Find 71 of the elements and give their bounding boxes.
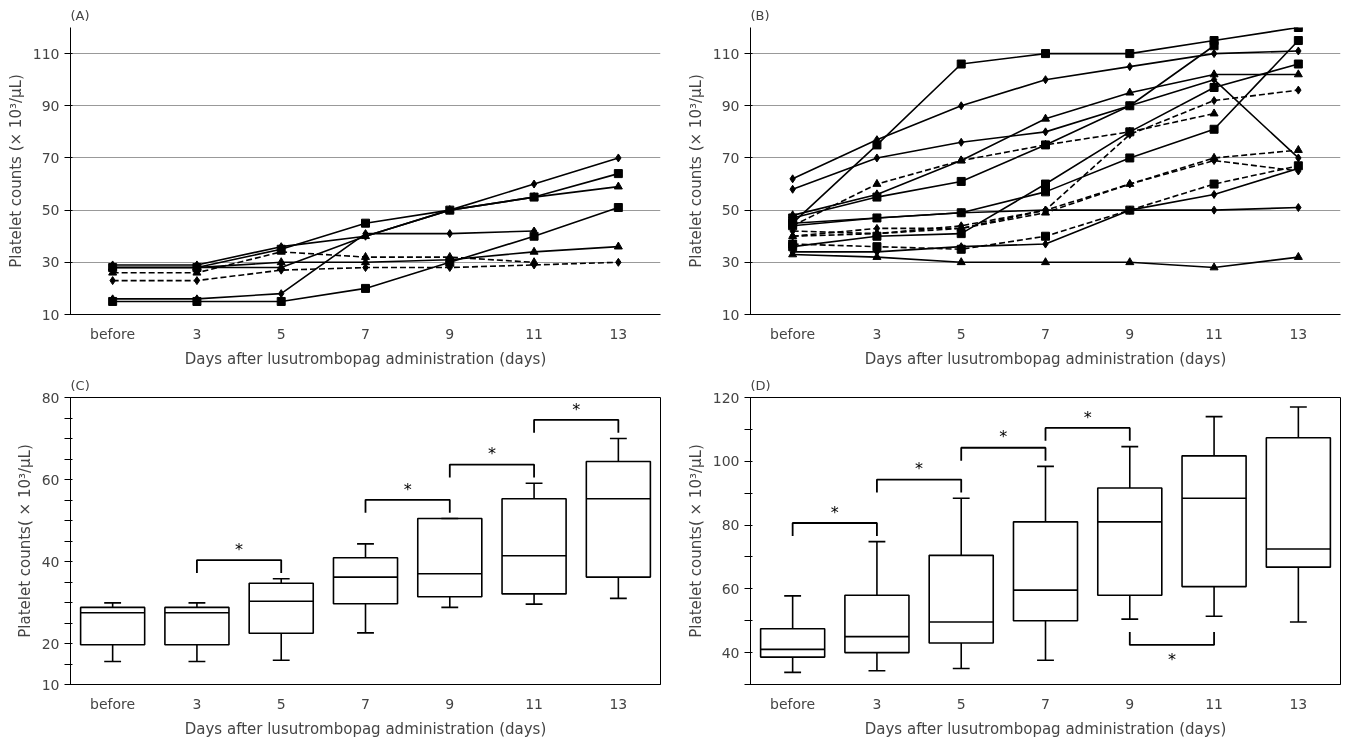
y-tick-label: 70: [41, 149, 60, 166]
x-tick-label: 9: [1125, 325, 1135, 342]
y-tick-label: 30: [721, 254, 740, 271]
y-tick-label: 60: [721, 580, 740, 597]
chart-title: (D): [750, 377, 771, 393]
x-tick-label: 13: [609, 325, 628, 342]
chart-title: (C): [70, 377, 90, 393]
y-tick-label: 100: [712, 453, 740, 470]
y-tick-label: 10: [41, 306, 60, 323]
y-tick-label: 110: [712, 45, 740, 62]
y-tick-label: 90: [721, 97, 740, 114]
x-tick-label: 11: [1205, 695, 1223, 712]
x-axis-title: Days after lusutrombopag administration (days): [864, 719, 1227, 738]
annotation: *: [403, 479, 412, 499]
x-tick-label: 13: [609, 695, 628, 712]
y-axis-title: Platelet counts( × 10³/μL): [15, 444, 34, 638]
y-tick-label: 10: [41, 676, 60, 693]
y-axis-title: Platelet counts (× 10³/μL): [6, 74, 25, 268]
chart-title: (A): [70, 7, 90, 23]
y-tick-label: 50: [721, 202, 740, 219]
annotation: *: [999, 427, 1008, 447]
chart-title: (B): [750, 7, 770, 23]
annotation: *: [572, 399, 581, 419]
y-tick-label: 60: [41, 471, 60, 488]
annotation: *: [1083, 407, 1092, 427]
y-tick-label: 70: [721, 149, 740, 166]
x-tick-label: before: [90, 695, 136, 712]
x-tick-label: 9: [445, 695, 455, 712]
x-tick-label: 9: [1125, 695, 1135, 712]
x-tick-label: 3: [192, 325, 202, 342]
x-tick-label: 7: [361, 325, 370, 342]
x-tick-label: 9: [445, 325, 455, 342]
y-tick-label: 110: [32, 45, 60, 62]
y-tick-label: 120: [712, 389, 740, 406]
x-tick-label: before: [770, 325, 816, 342]
y-tick-label: 40: [41, 553, 60, 570]
y-tick-label: 80: [721, 517, 740, 534]
x-tick-label: 7: [1041, 695, 1050, 712]
y-tick-label: 50: [41, 202, 60, 219]
x-tick-label: 3: [192, 695, 202, 712]
x-tick-label: 5: [956, 695, 966, 712]
x-axis-title: Days after lusutrombopag administration (days): [184, 349, 547, 368]
x-tick-label: before: [770, 695, 816, 712]
y-axis-title: Platelet counts( × 10³/μL): [686, 444, 705, 638]
annotation: *: [487, 444, 496, 464]
x-tick-label: 3: [872, 695, 882, 712]
x-axis-title: Days after lusutrombopag administration (days): [864, 349, 1227, 368]
y-tick-label: 80: [41, 389, 60, 406]
x-tick-label: 11: [525, 325, 543, 342]
x-tick-label: 13: [1289, 695, 1308, 712]
annotation: *: [1167, 650, 1176, 670]
x-tick-label: 7: [361, 695, 370, 712]
y-tick-label: 30: [41, 254, 60, 271]
annotation: *: [830, 502, 839, 522]
y-tick-label: 20: [41, 635, 60, 652]
x-tick-label: 5: [276, 695, 286, 712]
x-tick-label: before: [90, 325, 136, 342]
x-tick-label: 11: [1205, 325, 1223, 342]
y-tick-label: 40: [721, 644, 740, 661]
x-tick-label: 7: [1041, 325, 1050, 342]
annotation: *: [915, 459, 924, 479]
y-tick-label: 10: [721, 306, 740, 323]
x-tick-label: 11: [525, 695, 543, 712]
x-tick-label: 3: [872, 325, 882, 342]
x-axis-title: Days after lusutrombopag administration (days): [184, 719, 547, 738]
annotation: *: [235, 539, 244, 559]
x-tick-label: 5: [276, 325, 286, 342]
y-tick-label: 90: [41, 97, 60, 114]
x-tick-label: 13: [1289, 325, 1308, 342]
y-axis-title: Platelet counts (× 10³/μL): [686, 74, 705, 268]
x-tick-label: 5: [956, 325, 966, 342]
